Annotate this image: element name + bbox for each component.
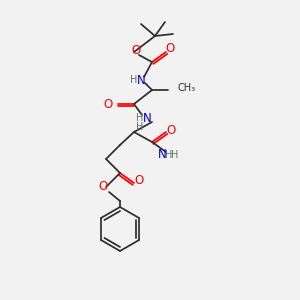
Text: N: N: [136, 74, 146, 86]
Text: H: H: [165, 150, 173, 160]
Text: O: O: [98, 179, 108, 193]
Text: O: O: [104, 98, 113, 110]
Text: H: H: [130, 75, 138, 85]
Text: O: O: [131, 44, 141, 58]
Text: O: O: [167, 124, 176, 136]
Text: O: O: [165, 43, 175, 56]
Text: H: H: [171, 150, 179, 160]
Text: N: N: [142, 112, 152, 124]
Text: H: H: [136, 113, 144, 123]
Text: H: H: [136, 122, 144, 132]
Text: N: N: [158, 148, 166, 161]
Text: O: O: [134, 175, 144, 188]
Text: CH₃: CH₃: [178, 83, 196, 93]
